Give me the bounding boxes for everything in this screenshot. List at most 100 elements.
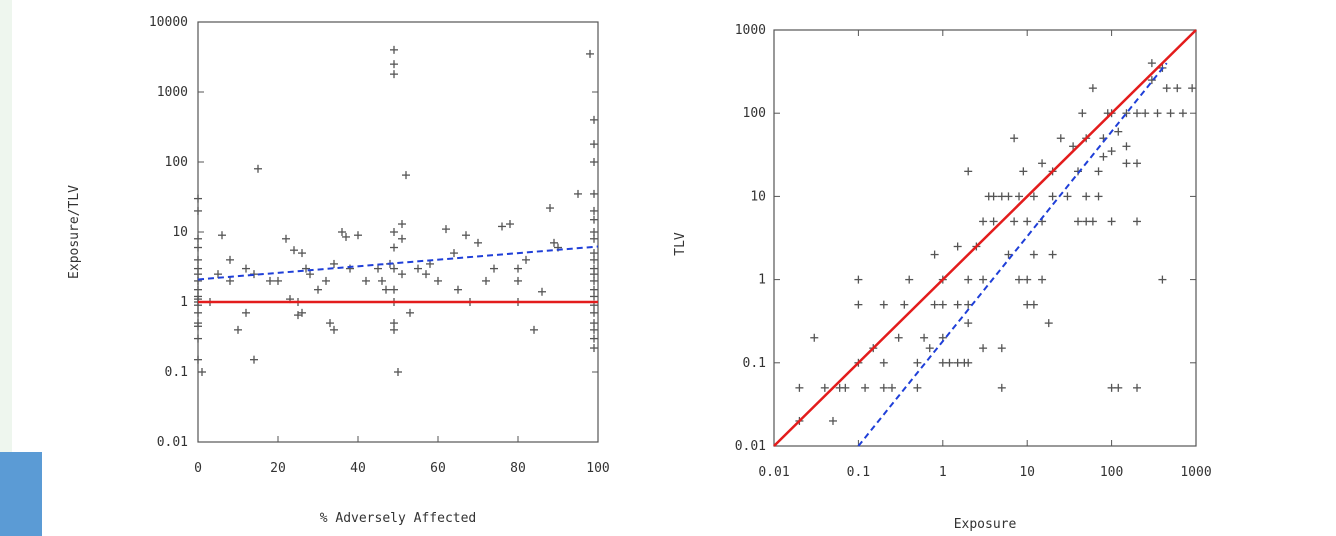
right-data-point bbox=[964, 300, 973, 309]
right-data-point bbox=[997, 383, 1006, 392]
left-data-point bbox=[514, 276, 522, 285]
left-data-point bbox=[538, 287, 546, 296]
left-data-point bbox=[590, 189, 598, 198]
figure-svg: 0.01 0.1 1 10 100 1000 10000 0 20 40 60 80 100 % Adv… bbox=[67, 15, 1212, 532]
left-y-tick-label: 1 bbox=[180, 295, 188, 310]
left-data-point bbox=[590, 292, 598, 301]
right-x-tick-label: 0.01 bbox=[758, 465, 789, 480]
right-data-point bbox=[930, 250, 939, 259]
left-data-point bbox=[374, 264, 382, 273]
right-data-point bbox=[1147, 76, 1156, 85]
right-data-point bbox=[1004, 250, 1013, 259]
right-data-point bbox=[1094, 167, 1103, 176]
left-data-point bbox=[450, 249, 458, 258]
right-data-point bbox=[900, 300, 909, 309]
left-data-point bbox=[394, 368, 402, 376]
right-data-point bbox=[1078, 109, 1087, 118]
left-data-point bbox=[498, 222, 506, 231]
left-data-point bbox=[398, 220, 406, 229]
left-y-axis-title: Exposure/TLV bbox=[67, 185, 82, 279]
left-data-point bbox=[234, 325, 242, 334]
right-trend-line bbox=[857, 62, 1168, 447]
right-data-point bbox=[964, 275, 973, 284]
right-data-point bbox=[1023, 275, 1032, 284]
right-data-point bbox=[989, 192, 998, 201]
right-data-point bbox=[997, 192, 1006, 201]
right-data-point bbox=[1094, 192, 1103, 201]
right-data-point bbox=[964, 167, 973, 176]
right-data-point bbox=[964, 319, 973, 328]
right-data-point bbox=[1038, 159, 1047, 168]
right-data-point bbox=[887, 383, 896, 392]
left-data-point bbox=[194, 334, 202, 343]
left-data-point bbox=[390, 264, 398, 273]
left-data-point bbox=[406, 308, 414, 317]
left-x-tick-label: 20 bbox=[270, 461, 286, 476]
left-data-point bbox=[390, 70, 398, 79]
right-data-point bbox=[1069, 142, 1078, 151]
left-data-point bbox=[298, 308, 306, 317]
left-data-point bbox=[390, 243, 398, 252]
left-data-point bbox=[290, 246, 298, 255]
right-data-point bbox=[795, 383, 804, 392]
right-data-point bbox=[861, 383, 870, 392]
left-data-point bbox=[218, 231, 226, 240]
left-x-tick-label: 60 bbox=[430, 461, 446, 476]
right-x-tick-label: 1000 bbox=[1180, 465, 1211, 480]
right-data-point bbox=[1107, 383, 1116, 392]
right-data-points bbox=[795, 59, 1197, 425]
right-data-point bbox=[879, 358, 888, 367]
left-y-tick-label: 0.01 bbox=[157, 435, 188, 450]
left-data-point bbox=[402, 171, 410, 180]
left-data-point bbox=[194, 285, 202, 294]
right-data-point bbox=[1082, 217, 1091, 226]
left-data-point bbox=[354, 231, 362, 240]
left-data-point bbox=[454, 285, 462, 294]
left-data-point bbox=[274, 276, 282, 285]
left-y-tick-label: 10 bbox=[172, 225, 188, 240]
right-y-tick-label: 1 bbox=[758, 273, 766, 288]
left-data-point bbox=[482, 276, 490, 285]
right-data-point bbox=[1114, 127, 1123, 136]
left-x-tick-label: 80 bbox=[510, 461, 526, 476]
left-data-point bbox=[530, 325, 538, 334]
right-data-point bbox=[1023, 300, 1032, 309]
right-reference-line bbox=[773, 29, 1197, 447]
right-data-point bbox=[979, 275, 988, 284]
right-y-tick-label: 0.1 bbox=[743, 356, 766, 371]
left-data-point bbox=[194, 355, 202, 364]
left-data-point bbox=[590, 334, 598, 343]
right-data-point bbox=[1010, 217, 1019, 226]
left-data-point bbox=[586, 49, 594, 58]
left-data-point bbox=[378, 276, 386, 285]
left-x-axis-title: % Adversely Affected bbox=[320, 511, 477, 526]
right-data-point bbox=[1082, 192, 1091, 201]
right-data-point bbox=[828, 416, 837, 425]
left-trend-line bbox=[197, 245, 599, 281]
right-data-point bbox=[1015, 192, 1024, 201]
left-data-point bbox=[590, 249, 598, 258]
left-data-point bbox=[590, 319, 598, 328]
right-x-tick-label: 100 bbox=[1100, 465, 1123, 480]
right-data-point bbox=[1048, 192, 1057, 201]
left-data-point bbox=[590, 215, 598, 224]
right-data-point bbox=[1023, 217, 1032, 226]
right-data-point bbox=[894, 333, 903, 342]
right-data-point bbox=[1010, 134, 1019, 143]
left-data-points bbox=[194, 45, 598, 376]
right-data-point bbox=[1141, 109, 1150, 118]
left-data-point bbox=[506, 220, 514, 229]
left-data-point bbox=[330, 325, 338, 334]
right-data-point bbox=[964, 358, 973, 367]
right-data-point bbox=[953, 358, 962, 367]
right-data-point bbox=[841, 383, 850, 392]
left-data-point bbox=[546, 204, 554, 213]
left-data-point bbox=[266, 276, 274, 285]
left-data-point bbox=[342, 232, 350, 241]
right-data-point bbox=[979, 344, 988, 353]
left-data-point bbox=[194, 308, 202, 317]
left-data-point bbox=[338, 228, 346, 236]
left-data-point bbox=[330, 259, 338, 268]
right-data-point bbox=[989, 217, 998, 226]
left-data-point bbox=[242, 308, 250, 317]
